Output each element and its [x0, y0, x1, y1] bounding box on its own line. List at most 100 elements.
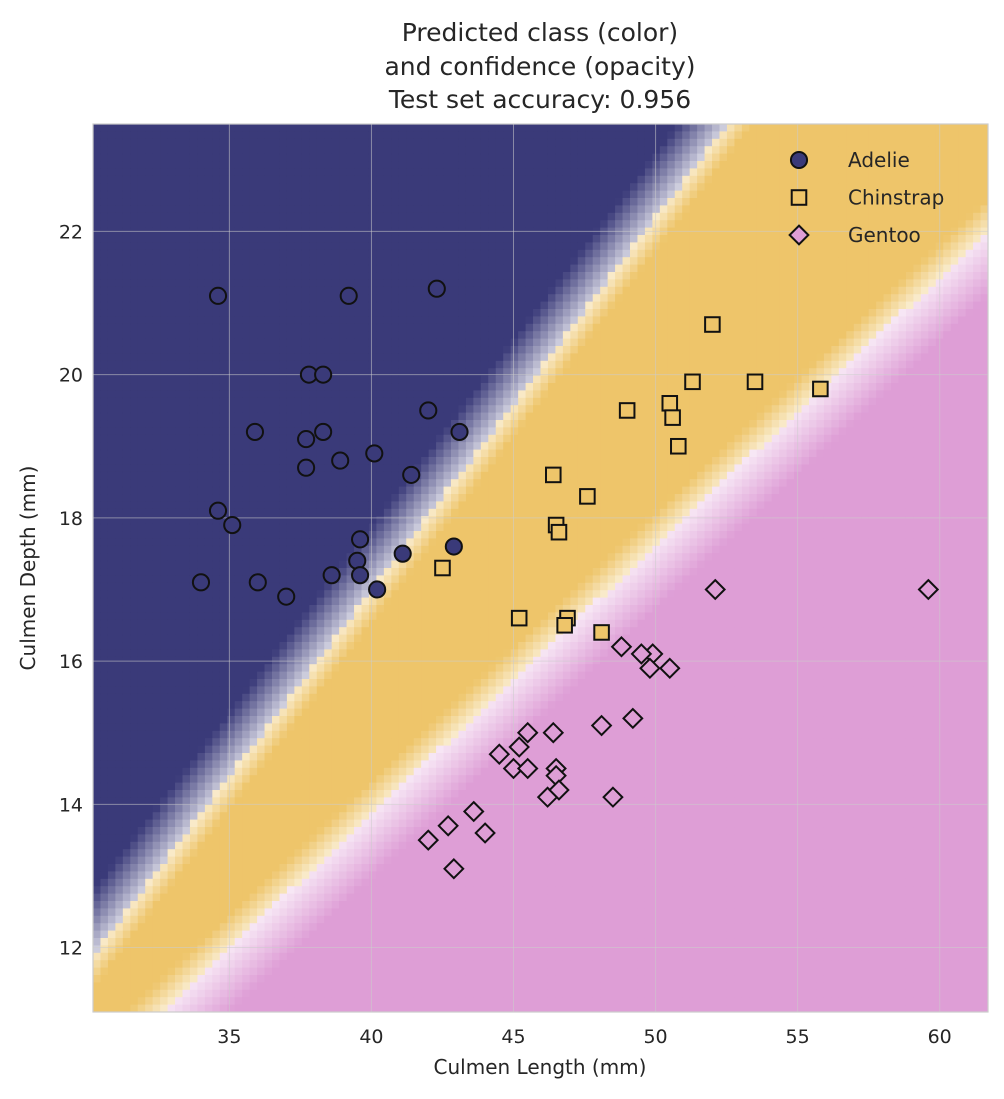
surface-cell: [264, 582, 273, 591]
surface-cell: [361, 346, 370, 354]
surface-cell: [219, 582, 228, 591]
surface-cell: [93, 375, 102, 384]
surface-cell: [130, 405, 139, 414]
surface-cell: [361, 375, 370, 384]
surface-cell: [167, 434, 176, 443]
surface-cell: [279, 634, 288, 643]
surface-cell: [107, 338, 116, 347]
surface-cell: [182, 516, 191, 525]
surface-cell: [242, 664, 251, 673]
surface-cell: [160, 893, 169, 902]
surface-cell: [324, 693, 333, 702]
surface-cell: [93, 975, 102, 983]
surface-cell: [279, 849, 288, 858]
surface-cell: [130, 997, 139, 1006]
surface-cell: [122, 249, 131, 258]
surface-cell: [219, 812, 228, 821]
surface-cell: [107, 693, 116, 702]
surface-cell: [227, 1004, 236, 1012]
surface-cell: [361, 242, 370, 251]
surface-cell: [242, 693, 251, 702]
surface-cell: [309, 967, 318, 976]
surface-cell: [100, 531, 109, 539]
surface-cell: [130, 272, 139, 280]
surface-cell: [234, 893, 243, 902]
surface-cell: [383, 531, 392, 539]
surface-cell: [115, 686, 124, 695]
surface-cell: [309, 649, 318, 658]
surface-cell: [93, 383, 102, 391]
surface-cell: [219, 797, 228, 806]
surface-cell: [227, 716, 236, 724]
surface-cell: [242, 782, 251, 791]
surface-cell: [197, 420, 206, 428]
surface-cell: [93, 664, 102, 673]
surface-cell: [398, 235, 407, 243]
surface-cell: [175, 161, 184, 169]
surface-cell: [197, 790, 206, 798]
surface-cell: [100, 804, 109, 813]
surface-cell: [152, 494, 161, 502]
surface-cell: [354, 938, 363, 946]
surface-cell: [331, 745, 340, 754]
surface-cell: [234, 960, 243, 969]
surface-cell: [264, 901, 273, 909]
surface-cell: [331, 642, 340, 650]
surface-cell: [272, 605, 281, 613]
surface-cell: [145, 183, 154, 192]
surface-cell: [122, 923, 131, 932]
surface-cell: [219, 642, 228, 650]
surface-cell: [93, 627, 102, 636]
surface-cell: [346, 205, 355, 214]
surface-cell: [391, 938, 400, 946]
surface-cell: [167, 893, 176, 902]
surface-cell: [339, 538, 348, 547]
surface-cell: [204, 893, 213, 902]
surface-cell: [368, 501, 378, 510]
surface-cell: [272, 242, 281, 251]
surface-cell: [137, 738, 146, 747]
surface-cell: [219, 923, 228, 932]
surface-cell: [398, 279, 407, 288]
surface-cell: [219, 153, 228, 162]
surface-cell: [137, 804, 146, 813]
surface-cell: [100, 286, 109, 295]
surface-cell: [264, 175, 273, 184]
surface-cell: [346, 146, 355, 155]
surface-cell: [100, 967, 109, 976]
surface-cell: [122, 590, 131, 599]
surface-cell: [361, 901, 370, 909]
surface-cell: [354, 989, 363, 998]
surface-cell: [152, 405, 161, 414]
surface-cell: [137, 420, 146, 428]
surface-cell: [212, 131, 221, 140]
surface-cell: [309, 952, 318, 961]
surface-cell: [115, 753, 124, 761]
surface-cell: [175, 516, 184, 525]
surface-cell: [107, 464, 116, 473]
surface-cell: [398, 516, 407, 525]
surface-cell: [316, 249, 325, 258]
surface-cell: [331, 338, 340, 347]
surface-cell: [339, 812, 348, 821]
surface-cell: [175, 590, 184, 599]
surface-cell: [368, 323, 378, 332]
surface-cell: [272, 316, 281, 325]
surface-cell: [316, 582, 325, 591]
surface-cell: [301, 989, 310, 998]
surface-cell: [354, 827, 363, 835]
surface-cell: [152, 989, 161, 998]
surface-cell: [160, 945, 169, 954]
surface-cell: [376, 360, 385, 369]
surface-cell: [107, 723, 116, 732]
surface-cell: [294, 242, 303, 251]
surface-cell: [189, 560, 199, 569]
surface-cell: [107, 923, 116, 932]
surface-cell: [264, 138, 273, 147]
surface-cell: [294, 220, 303, 229]
surface-cell: [249, 812, 258, 821]
surface-cell: [354, 175, 363, 184]
surface-cell: [107, 494, 116, 502]
surface-cell: [249, 138, 258, 147]
surface-cell: [122, 124, 131, 132]
